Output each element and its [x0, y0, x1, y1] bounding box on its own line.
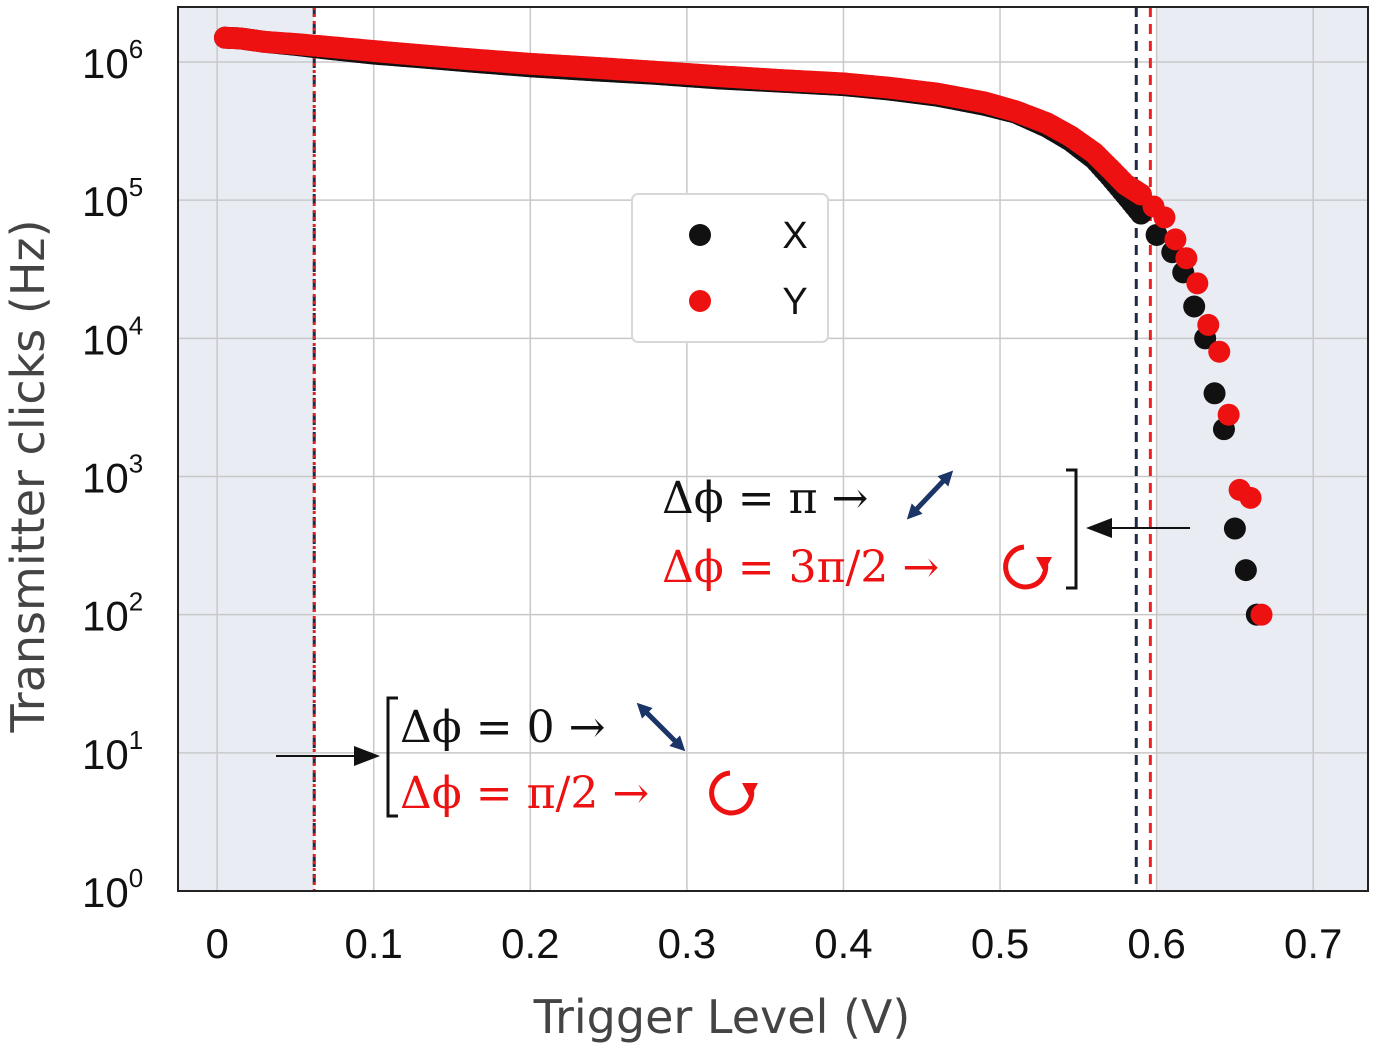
x-tick-label: 0.6 [1127, 920, 1185, 967]
data-point [1145, 223, 1168, 246]
x-tick-label: 0 [205, 920, 228, 967]
data-point [1217, 403, 1240, 426]
annotation-upper-line2: Δϕ = 3π/2 → [662, 542, 939, 593]
legend-marker-y [689, 290, 711, 312]
data-point [1186, 272, 1209, 295]
x-tick-label: 0.7 [1284, 920, 1342, 967]
x-tick-label: 0.3 [658, 920, 716, 967]
annotation-lower-line2: Δϕ = π/2 → [400, 768, 649, 819]
y-tick-label: 101 [82, 725, 143, 778]
bracket-lower [386, 696, 398, 818]
data-point [1250, 603, 1273, 626]
legend-marker-x [689, 224, 711, 246]
grid [178, 7, 1368, 892]
pointer-arrowhead-lower [354, 746, 380, 766]
shaded-region-1 [1156, 7, 1368, 891]
x-tick-label: 0.5 [971, 920, 1029, 967]
y-tick-label: 102 [82, 587, 143, 640]
legend-label-x: X [782, 215, 807, 257]
plot-frame [177, 6, 1369, 892]
legend-label-y: Y [782, 281, 807, 323]
annotation-lower-line1: Δϕ = 0 → [400, 702, 605, 753]
pointer-arrowhead-upper [1086, 518, 1112, 538]
y-tick-label: 103 [82, 448, 143, 501]
x-tick-labels: 0 0.1 0.2 0.3 0.4 0.5 0.6 0.7 [205, 920, 1342, 967]
y-tick-label: 106 [82, 34, 143, 87]
series-Y [213, 26, 1273, 626]
data-point [1223, 517, 1246, 540]
data-point [1197, 313, 1220, 336]
data-point [1208, 340, 1231, 363]
shaded-region-0 [178, 7, 315, 891]
data-point [1153, 206, 1176, 229]
circular-polarization-icon [709, 770, 758, 816]
data-point [1239, 486, 1262, 509]
y-tick-label: 105 [82, 172, 143, 225]
x-axis-title: Trigger Level (V) [533, 990, 911, 1044]
circular-polarization-icon [1003, 544, 1052, 590]
data-point [1164, 228, 1187, 251]
data-point [1234, 559, 1257, 582]
x-tick-label: 0.1 [345, 920, 403, 967]
annotation-upper-line1: Δϕ = π → [662, 473, 868, 524]
threshold-lines [312, 7, 1152, 891]
data-point [1203, 382, 1226, 405]
annotation-lower: Δϕ = 0 → Δϕ = π/2 → [276, 696, 758, 819]
y-tick-labels: 100 101 102 103 104 105 106 [82, 34, 143, 916]
shaded-regions [178, 7, 1368, 891]
data-point [1175, 247, 1198, 270]
x-tick-label: 0.4 [814, 920, 872, 967]
annotation-upper: Δϕ = π → Δϕ = 3π/2 → [662, 468, 1190, 593]
data-point [1183, 295, 1206, 318]
legend-box [631, 193, 829, 343]
bracket-upper [1066, 468, 1078, 590]
y-tick-label: 100 [82, 863, 143, 916]
y-axis-title: Transmitter clicks (Hz) [1, 219, 55, 733]
polarization-diagonal-icon [906, 470, 954, 520]
polarization-antidiagonal-icon [636, 702, 686, 752]
legend: X Y [631, 193, 829, 343]
data-points [213, 26, 1273, 626]
x-tick-label: 0.2 [501, 920, 559, 967]
y-tick-label: 104 [82, 310, 143, 363]
